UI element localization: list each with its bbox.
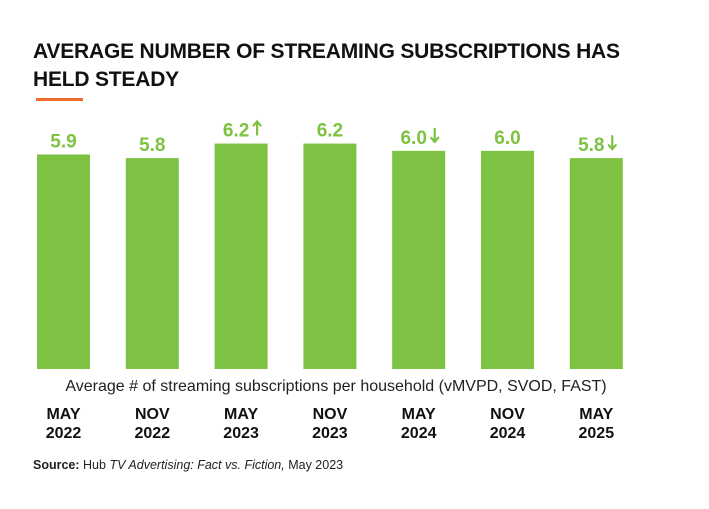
bar-value-label: 5.9 <box>50 131 76 152</box>
trend-down-arrow-icon <box>607 135 617 151</box>
bar-value-label: 6.2 <box>223 121 249 142</box>
chart-title: AVERAGE NUMBER OF STREAMING SUBSCRIPTION… <box>33 40 620 91</box>
x-tick-year: 2024 <box>490 425 526 442</box>
x-tick-month: NOV <box>135 406 170 423</box>
x-tick-month: NOV <box>490 406 525 423</box>
bar-4 <box>303 143 357 369</box>
x-tick-year: 2022 <box>135 425 171 442</box>
bar-value-label: 6.0 <box>400 128 426 149</box>
x-tick-year: 2025 <box>579 425 615 442</box>
trend-down-arrow-icon <box>430 127 440 144</box>
bar-2 <box>125 158 179 369</box>
x-tick-year: 2023 <box>312 425 348 442</box>
trend-up-arrow-icon <box>252 119 262 136</box>
x-tick-month: MAY <box>46 406 80 423</box>
source-label: Source: <box>33 458 80 472</box>
bar-1 <box>37 154 90 369</box>
x-axis-caption: Average # of streaming subscriptions per… <box>65 378 607 395</box>
bar-3 <box>214 143 268 369</box>
x-tick-month: MAY <box>402 406 436 423</box>
bar-value-label: 5.8 <box>578 135 604 156</box>
x-tick-month: NOV <box>313 406 348 423</box>
bar-value-label: 6.0 <box>494 128 520 149</box>
x-tick-year: 2022 <box>46 425 82 442</box>
x-tick-month: MAY <box>579 406 613 423</box>
source-note: Source: Hub TV Advertising: Fact vs. Fic… <box>33 458 343 472</box>
source-date: May 2023 <box>288 458 344 472</box>
bar-5 <box>392 150 446 369</box>
bar-value-label: 6.2 <box>317 121 343 142</box>
x-tick-year: 2024 <box>401 425 437 442</box>
x-tick-year: 2023 <box>223 425 259 442</box>
bar-7 <box>569 158 623 369</box>
bar-6 <box>481 150 534 369</box>
title-accent-rule <box>36 98 83 101</box>
source-publisher: Hub <box>83 458 106 472</box>
x-tick-month: MAY <box>224 406 258 423</box>
bar-value-label: 5.8 <box>139 135 165 156</box>
source-report: TV Advertising: Fact vs. Fiction, <box>109 458 285 472</box>
